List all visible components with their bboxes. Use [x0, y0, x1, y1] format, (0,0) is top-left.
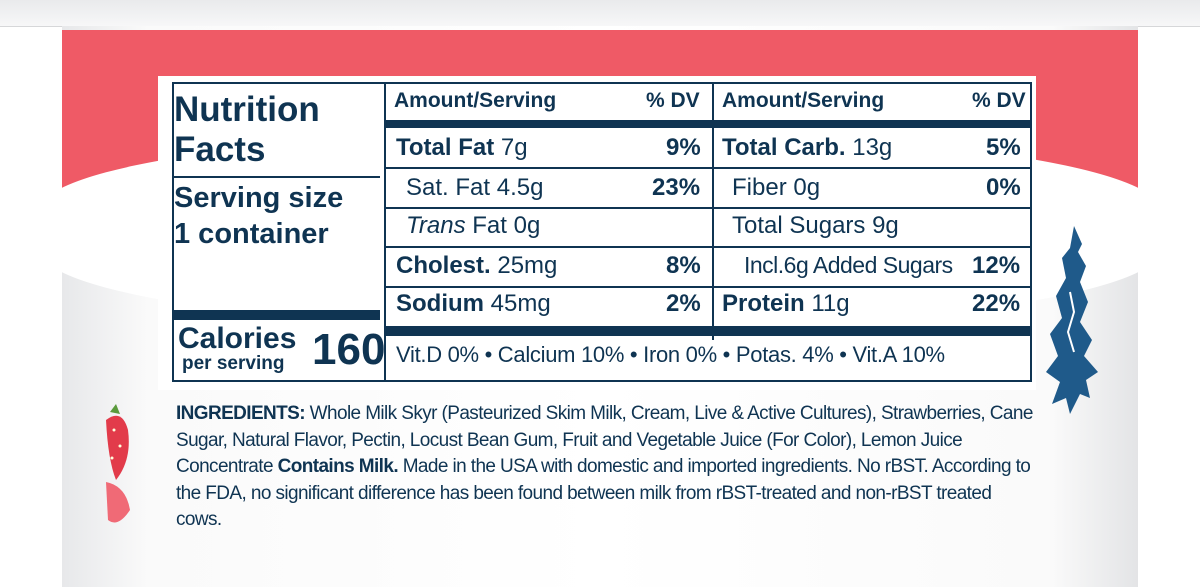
row-divider	[386, 207, 712, 209]
nutrient-dv: 2%	[666, 290, 701, 317]
fox-icon	[1046, 226, 1098, 414]
right-col-amount-header: Amount/Serving	[722, 89, 885, 112]
nutrient-dv: 22%	[972, 290, 1021, 317]
nutrition-facts-label: Nutrition Facts Serving size 1 container…	[172, 82, 1032, 382]
nutrient-row: Total Fat 7g	[396, 134, 528, 161]
strawberry-icon	[106, 404, 130, 523]
ingredients-note: Made in the USA with domestic and import…	[176, 456, 1031, 530]
left-col-amount-header: Amount/Serving	[394, 89, 557, 112]
nutrient-dv: 0%	[986, 174, 1021, 201]
calories-value: 160	[312, 325, 386, 374]
nutrient-row: Total Carb. 13g	[722, 134, 893, 161]
vertical-divider-left	[384, 84, 386, 380]
row-divider	[386, 167, 712, 169]
nutrient-dv: 5%	[986, 134, 1021, 161]
nutrient-row: Total Sugars 9g	[732, 212, 899, 239]
vitamins-row: Vit.D 0% • Calcium 10% • Iron 0% • Potas…	[396, 342, 945, 367]
row-divider	[714, 286, 1030, 288]
allergen-statement: Contains Milk.	[277, 456, 399, 477]
vertical-divider-middle	[712, 84, 714, 340]
nutrient-row: Trans Fat 0g	[406, 212, 541, 239]
nutrient-dv: 23%	[652, 174, 701, 201]
right-col-dv-header: % DV	[972, 89, 1026, 112]
calories-label: Calories	[178, 322, 297, 355]
divider	[174, 176, 380, 178]
ingredients-text: Whole Milk Skyr (Pasteurized Skim Milk, …	[176, 403, 1033, 477]
nutrient-row: Sodium 45mg	[396, 290, 551, 317]
ingredients-statement: INGREDIENTS: Whole Milk Skyr (Pasteurize…	[176, 401, 1036, 534]
row-divider	[714, 207, 1030, 209]
right-header-rule	[714, 120, 1030, 128]
nutrient-row: Protein 11g	[722, 290, 850, 317]
ingredients-heading: INGREDIENTS:	[176, 403, 306, 424]
serving-size-value: 1 container	[174, 218, 329, 250]
left-header-rule	[386, 120, 712, 128]
nutrition-facts-title: Nutrition Facts	[174, 90, 320, 169]
thick-divider	[174, 310, 380, 320]
left-col-dv-header: % DV	[646, 89, 700, 112]
row-divider	[386, 286, 712, 288]
nutrient-dv: 12%	[972, 252, 1021, 279]
serving-size-label: Serving size	[174, 182, 344, 214]
nutrient-row: Sat. Fat 4.5g	[406, 174, 544, 201]
row-divider	[386, 246, 712, 248]
row-divider	[714, 246, 1030, 248]
nutrient-row: Fiber 0g	[732, 174, 821, 201]
nutrient-dv: 9%	[666, 134, 701, 161]
nutrient-row: Incl.6g Added Sugars	[744, 252, 953, 278]
nutrient-dv: 8%	[666, 252, 701, 279]
row-divider	[714, 167, 1030, 169]
thick-divider-bottom	[386, 326, 1030, 336]
cup-rim	[0, 0, 1200, 27]
calories-sublabel: per serving	[182, 353, 285, 374]
nutrient-row: Cholest. 25mg	[396, 252, 558, 279]
